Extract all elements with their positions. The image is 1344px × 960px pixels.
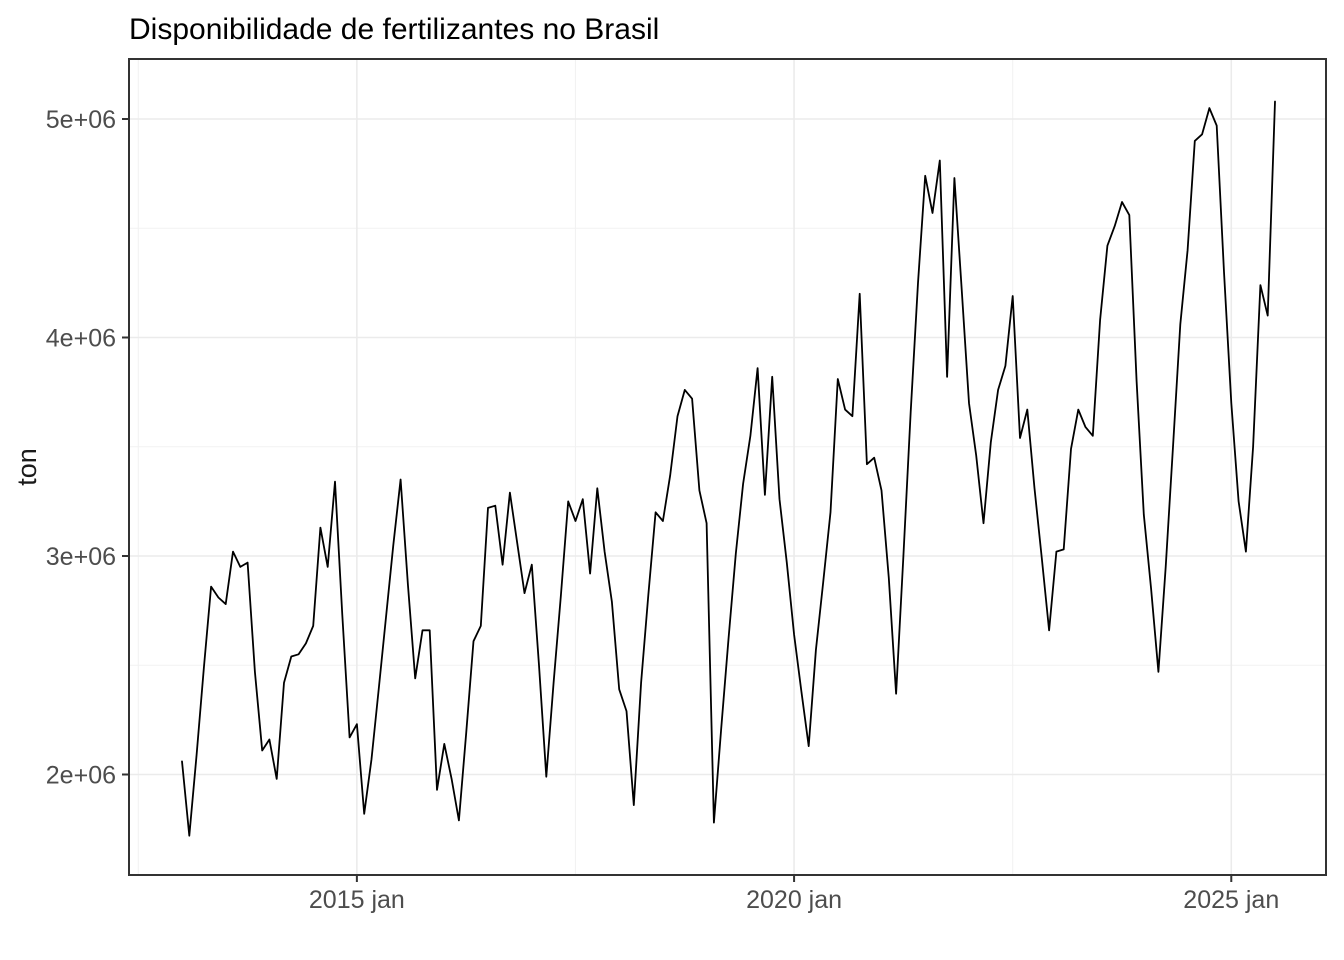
plot-panel-border: [128, 58, 1327, 876]
grid-major-lines: [129, 59, 1326, 875]
x-tick-label: 2025 jan: [1183, 886, 1279, 914]
y-tick-label: 3e+06: [46, 543, 116, 571]
x-tick-label: 2015 jan: [309, 886, 405, 914]
y-tick-label: 4e+06: [46, 325, 116, 353]
x-axis-tick-labels: 2015 jan 2020 jan 2025 jan: [309, 886, 1279, 914]
data-line: [181, 100, 1276, 837]
y-axis-title: ton: [12, 448, 42, 486]
plot-panel-background: [129, 59, 1326, 875]
x-tick-label: 2020 jan: [746, 886, 842, 914]
y-tick-label: 5e+06: [46, 106, 116, 134]
axis-tick-marks: [122, 118, 1233, 882]
chart-title: Disponibilidade de fertilizantes no Bras…: [129, 13, 659, 46]
y-axis-tick-labels: 2e+06 3e+06 4e+06 5e+06: [46, 106, 116, 790]
grid-minor-lines: [129, 59, 1326, 875]
y-tick-label: 2e+06: [46, 762, 116, 790]
